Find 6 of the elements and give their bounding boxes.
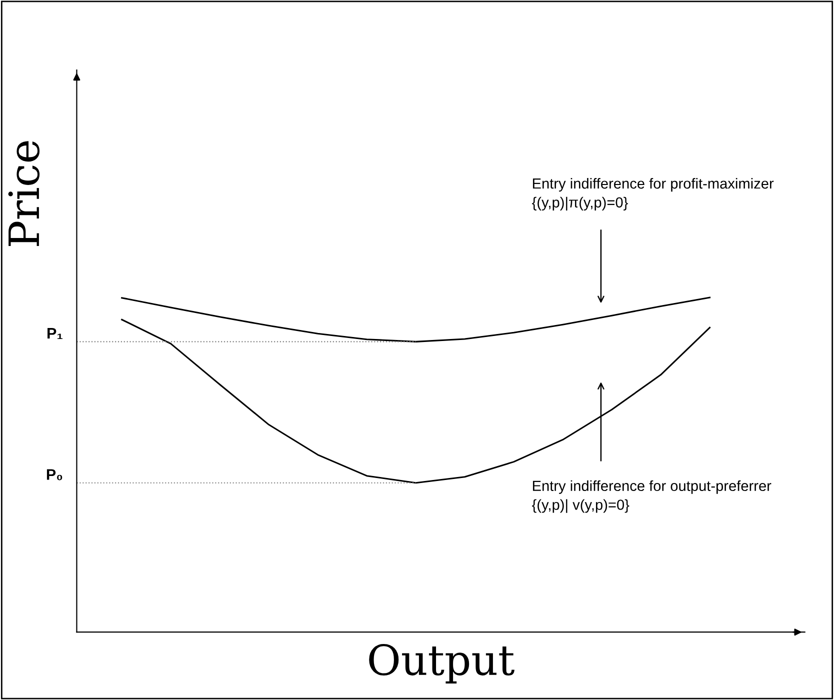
ref-line-label: P₁ — [48, 328, 62, 339]
y-axis-title: Price — [8, 141, 40, 246]
annotation: Entry indifference for output-preferrer {(y,p)| v(y,p)=0} — [532, 480, 772, 513]
ref-line-label: P₀ — [46, 469, 62, 480]
x-axis-title: Output — [369, 644, 514, 684]
text: Entry indifference for profit-maximizer {(y,p)|π(y,p)=0} — [532, 178, 774, 211]
